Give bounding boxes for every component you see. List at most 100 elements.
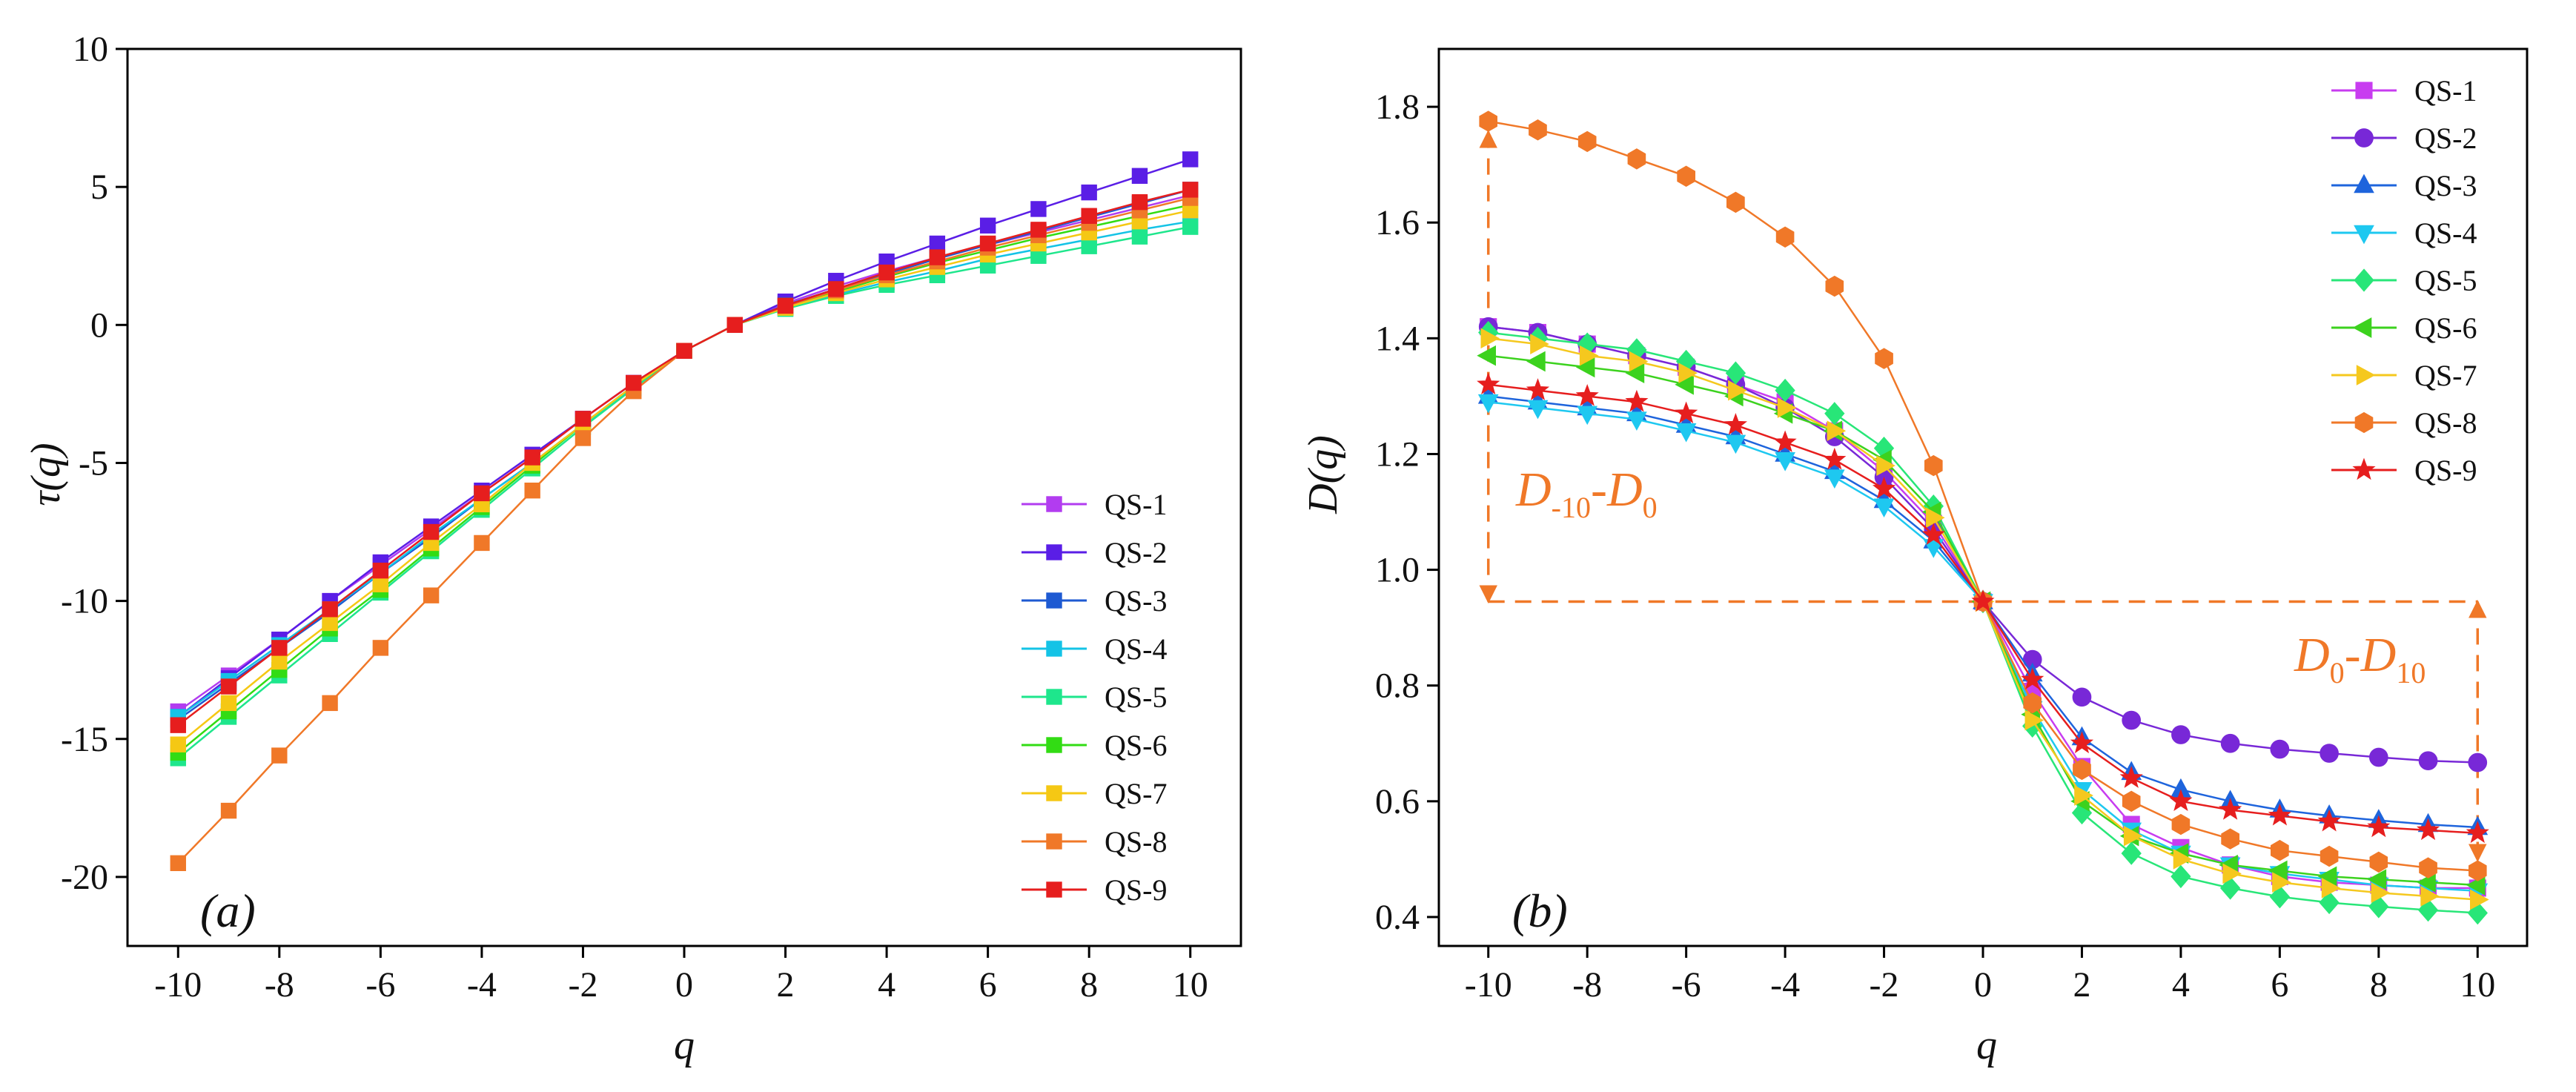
panel-a-frame xyxy=(126,47,1242,947)
b-point-qs-2 xyxy=(2368,747,2388,767)
b-legend-label: QS-8 xyxy=(2414,406,2477,440)
b-point-qs-7 xyxy=(2272,872,2291,893)
b-point-qs-5 xyxy=(1725,361,1746,385)
a-point-qs-7 xyxy=(322,615,338,632)
a-legend-label: QS-9 xyxy=(1105,873,1167,907)
b-point-qs-9 xyxy=(2219,798,2242,820)
b-point-qs-6 xyxy=(1526,351,1546,372)
a-x-tick-label: 8 xyxy=(1080,965,1098,1005)
b-point-qs-2 xyxy=(2220,733,2240,753)
a-legend-label: QS-8 xyxy=(1105,825,1167,858)
b-point-qs-7 xyxy=(1678,363,1698,384)
a-point-qs-2 xyxy=(1182,151,1199,168)
panel-b-series-layer xyxy=(1477,110,2489,925)
b-legend-marker xyxy=(2354,128,2374,148)
b-legend-item: QS-4 xyxy=(2331,216,2477,250)
b-point-qs-9 xyxy=(1575,383,1599,406)
b-point-qs-8 xyxy=(2369,851,2388,873)
b-point-qs-9 xyxy=(2416,818,2440,841)
b-series-qs-9 xyxy=(1477,372,2489,844)
b-point-qs-7 xyxy=(2123,825,2143,847)
a-series-qs-8 xyxy=(170,190,1199,872)
b-x-tick-label: -8 xyxy=(1572,965,1602,1005)
a-y-tick-label: 0 xyxy=(90,305,108,345)
b-y-tick-label: 1.6 xyxy=(1375,203,1420,242)
a-point-qs-8 xyxy=(322,695,338,712)
a-y-tick-label: -20 xyxy=(61,858,108,897)
a-point-qs-9 xyxy=(322,601,338,618)
b-point-qs-4 xyxy=(1675,423,1697,443)
a-y-tick-label: -5 xyxy=(79,443,108,483)
b-point-qs-6 xyxy=(2417,872,2436,893)
b-point-qs-8 xyxy=(1677,165,1695,187)
a-point-qs-9 xyxy=(929,249,946,265)
b-point-qs-7 xyxy=(2321,878,2341,899)
b-point-qs-8 xyxy=(1726,191,1745,214)
a-point-qs-8 xyxy=(372,640,389,656)
a-line-qs-4 xyxy=(177,220,1191,718)
b-series-qs-2 xyxy=(1478,317,2488,772)
b-point-qs-2 xyxy=(2072,687,2092,707)
a-legend-marker xyxy=(1046,689,1062,705)
b-point-qs-9 xyxy=(2070,731,2094,754)
b-x-tick-label: -4 xyxy=(1770,965,1800,1005)
panel-b-x-axis-title: q xyxy=(1976,1022,1997,1068)
a-x-tick-label: 4 xyxy=(878,965,895,1005)
b-x-tick-label: 8 xyxy=(2370,965,2388,1005)
b-point-qs-4 xyxy=(1775,452,1795,471)
a-legend-marker xyxy=(1046,785,1062,801)
b-legend-item: QS-3 xyxy=(2331,169,2477,202)
panel-a-legend: QS-1 QS-2 QS-3 QS-4 QS-5 QS-6 QS-7 QS-8 QS-9 xyxy=(1022,488,1167,907)
a-legend-item: QS-8 xyxy=(1022,825,1167,858)
panel-a-label: (a) xyxy=(200,884,256,937)
b-point-qs-4 xyxy=(1725,434,1746,454)
b-x-tick-label: 0 xyxy=(1974,965,1992,1005)
a-point-qs-9 xyxy=(828,281,844,297)
a-line-qs-5 xyxy=(177,225,1191,759)
a-legend-marker xyxy=(1046,544,1062,560)
a-legend-label: QS-4 xyxy=(1105,632,1167,666)
b-point-qs-8 xyxy=(2320,845,2339,867)
b-y-tick-label: 1.0 xyxy=(1375,551,1420,590)
b-legend-item: QS-8 xyxy=(2331,406,2477,440)
b-point-qs-9 xyxy=(2367,815,2391,838)
b-point-qs-7 xyxy=(1777,397,1797,418)
a-y-tick-label: -15 xyxy=(61,720,108,759)
b-point-qs-8 xyxy=(2171,813,2191,835)
b-point-qs-7 xyxy=(1629,351,1649,372)
b-point-qs-8 xyxy=(2023,692,2042,714)
b-point-qs-2 xyxy=(2468,752,2488,772)
b-y-tick-label: 0.6 xyxy=(1375,782,1420,821)
a-point-qs-2 xyxy=(1081,184,1097,201)
a-point-qs-9 xyxy=(1081,208,1097,224)
b-point-qs-5 xyxy=(2417,898,2439,922)
a-x-tick-label: -6 xyxy=(365,965,395,1005)
a-line-qs-6 xyxy=(177,204,1191,754)
a-point-qs-9 xyxy=(372,562,389,579)
panel-b-ticks: -10 -8 -6 -4 -2 0 2 4 6 8 10 0.4 0.6 0.8 1.0 1.2 1.4 1.6 1… xyxy=(1375,87,2495,1005)
a-line-qs-8 xyxy=(177,196,1191,864)
b-point-qs-8 xyxy=(2469,860,2487,881)
b-point-qs-5 xyxy=(2219,876,2241,900)
b-legend-item: QS-2 xyxy=(2331,122,2477,155)
a-line-qs-9 xyxy=(177,188,1191,727)
b-point-qs-9 xyxy=(1477,372,1500,395)
a-point-qs-5 xyxy=(1131,228,1148,245)
a-series-qs-3 xyxy=(170,182,1199,728)
b-point-qs-7 xyxy=(2173,849,2193,870)
a-x-tick-label: 10 xyxy=(1173,965,1208,1005)
b-legend-marker xyxy=(2355,82,2373,99)
a-x-tick-label: -2 xyxy=(568,965,597,1005)
a-legend-item: QS-4 xyxy=(1022,632,1167,666)
b-point-qs-9 xyxy=(2268,803,2291,826)
b-point-qs-5 xyxy=(2269,884,2291,909)
b-legend-item: QS-7 xyxy=(2331,359,2477,392)
b-point-qs-7 xyxy=(2420,886,2440,907)
b-point-qs-8 xyxy=(1577,130,1597,153)
a-point-qs-9 xyxy=(271,640,288,656)
b-legend-item: QS-6 xyxy=(2331,311,2477,345)
a-point-qs-9 xyxy=(575,411,592,427)
b-legend-label: QS-1 xyxy=(2414,74,2477,107)
a-point-qs-8 xyxy=(575,430,592,446)
